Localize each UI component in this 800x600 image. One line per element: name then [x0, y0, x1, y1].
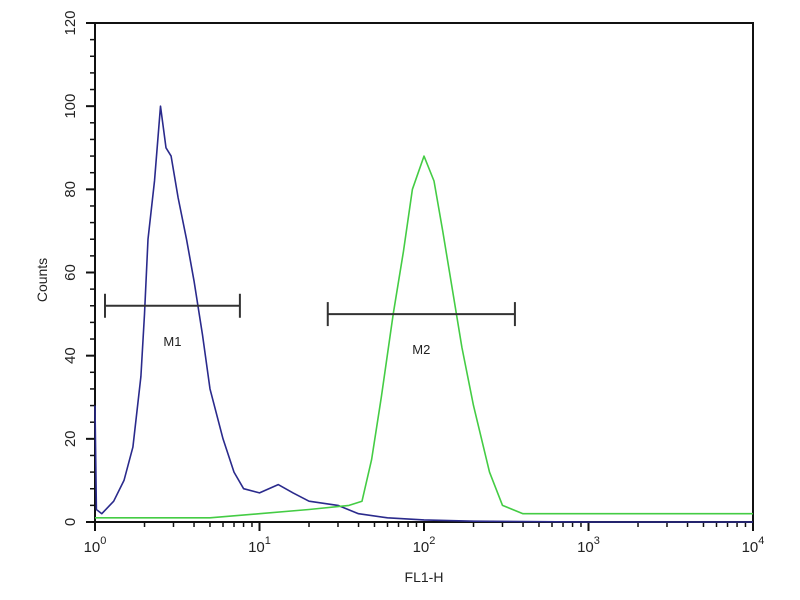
gate-label: M2 — [412, 342, 430, 357]
x-tick-label: 102 — [413, 535, 436, 556]
y-tick-label: 60 — [62, 264, 79, 281]
x-tick-base: 10 — [413, 539, 430, 556]
histogram-series-1 — [94, 105, 753, 523]
y-tick-label: 100 — [62, 94, 79, 119]
y-tick-label: 0 — [62, 518, 79, 526]
y-axis-title: Counts — [34, 258, 50, 302]
x-tick-exponent: 0 — [100, 535, 106, 547]
x-tick-label: 100 — [84, 535, 107, 556]
y-axis: 0 20 40 60 80 100 120 — [62, 10, 95, 526]
gates-group: M1 M2 — [103, 293, 516, 357]
x-tick-exponent: 4 — [758, 535, 764, 547]
y-tick-label: 80 — [62, 181, 79, 198]
x-tick-label: 104 — [742, 535, 765, 556]
x-axis-title: FL1-H — [405, 569, 444, 585]
x-tick-label: 103 — [577, 535, 600, 556]
y-tick-label: 20 — [62, 430, 79, 447]
x-tick-exponent: 2 — [429, 535, 435, 547]
y-tick-label: 120 — [62, 10, 79, 35]
y-tick-label: 40 — [62, 347, 79, 364]
x-tick-exponent: 1 — [265, 535, 271, 547]
x-tick-base: 10 — [248, 539, 265, 556]
histogram-series-2 — [95, 155, 753, 519]
plot-frame — [94, 22, 754, 523]
x-tick-base: 10 — [742, 539, 759, 556]
gate-label: M1 — [163, 334, 181, 349]
series-group — [94, 105, 753, 523]
x-tick-base: 10 — [577, 539, 594, 556]
x-tick-label: 101 — [248, 535, 271, 556]
x-tick-exponent: 3 — [594, 535, 600, 547]
x-axis: 100 101 102 103 104 — [84, 522, 765, 556]
x-tick-base: 10 — [84, 539, 101, 556]
